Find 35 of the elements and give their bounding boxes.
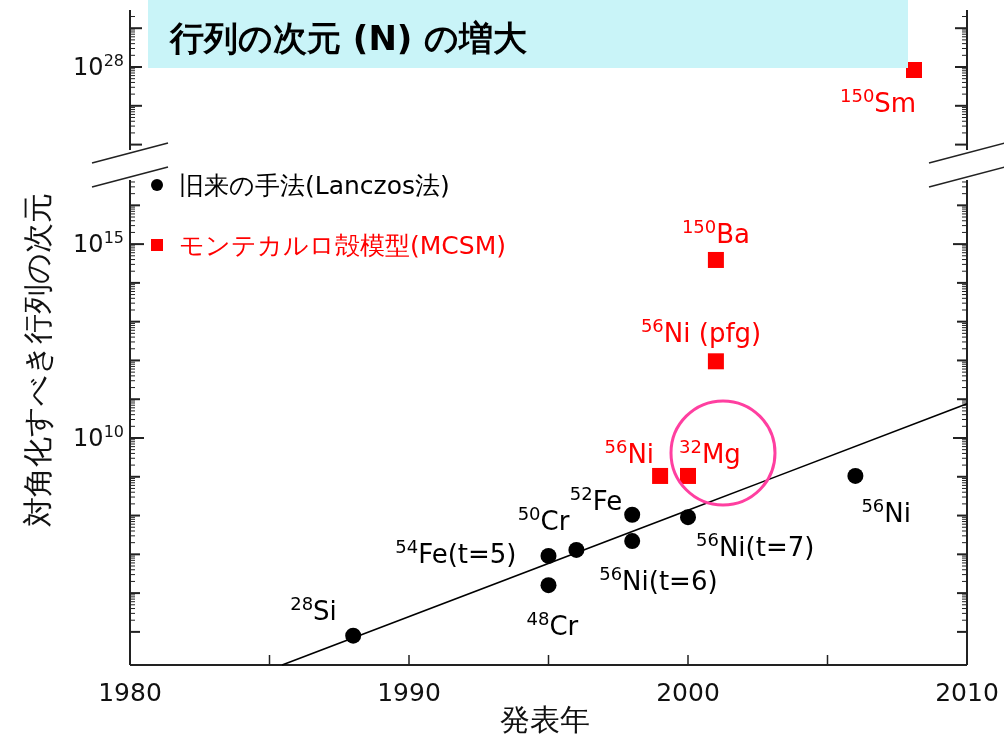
legend-label: 旧来の手法(Lanczos法): [179, 171, 450, 200]
x-tick-label: 2010: [935, 678, 999, 707]
text: 10$^{28}$: [73, 50, 124, 81]
chart-title: 行列の次元 (N) の増大: [169, 18, 528, 58]
annotation: $^{48}$Cr: [526, 607, 579, 642]
x-tick-label: 1990: [377, 678, 441, 707]
y-tick-label: 10$^{10}$: [73, 421, 124, 452]
point: [847, 467, 864, 484]
x-tick-label: 2000: [656, 678, 720, 707]
point: [624, 506, 641, 523]
point: [540, 547, 557, 564]
annotation: $^{50}$Cr: [517, 502, 570, 536]
x-tick-label: 1980: [98, 678, 162, 707]
annotation: $^{54}$Fe(t=5): [395, 535, 517, 569]
x-axis-title: 発表年: [499, 702, 590, 737]
point: [707, 251, 724, 268]
annotation: $^{56}$Ni: [604, 435, 655, 469]
annotation: $^{28}$Si: [290, 592, 337, 626]
annotation: $^{56}$Ni: [861, 494, 911, 528]
point: [652, 467, 669, 484]
point: [707, 353, 724, 370]
point: [680, 509, 696, 526]
annotation: $^{52}$Fe: [569, 482, 623, 516]
annotation: $^{32}$Mg: [679, 435, 741, 469]
point: [680, 467, 696, 484]
annotation: $^{56}$Ni(t=7): [696, 528, 815, 563]
annotation: $^{56}$Ni(t=6): [599, 562, 718, 597]
point: [540, 577, 557, 594]
annotation: $^{56}$Ni (pfg): [640, 314, 762, 349]
y-axis-title: 対角化すべき行列の次元: [20, 193, 55, 527]
legend-label: モンテカルロ殻模型(MCSM): [179, 231, 506, 260]
annotation: $^{150}$Ba: [681, 215, 751, 249]
text: $^{150}$Sm: [840, 84, 917, 118]
y-tick-label: 10$^{15}$: [73, 227, 124, 259]
point: [624, 533, 641, 550]
